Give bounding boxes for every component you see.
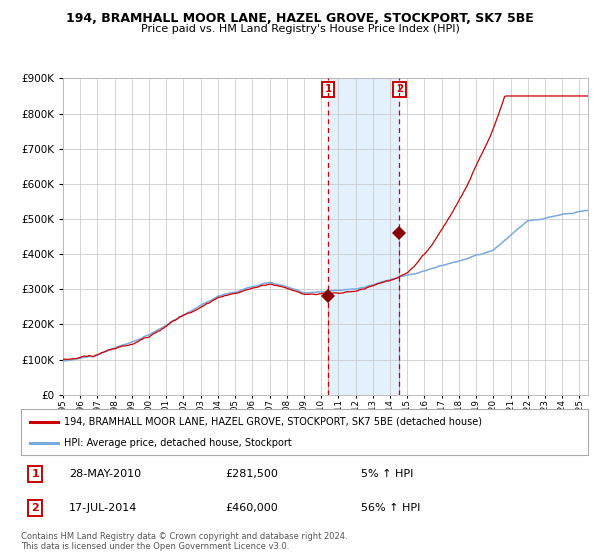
Text: £281,500: £281,500 bbox=[225, 469, 278, 479]
Text: 5% ↑ HPI: 5% ↑ HPI bbox=[361, 469, 413, 479]
Text: Contains HM Land Registry data © Crown copyright and database right 2024.
This d: Contains HM Land Registry data © Crown c… bbox=[21, 532, 347, 552]
Text: 28-MAY-2010: 28-MAY-2010 bbox=[69, 469, 142, 479]
Bar bbox=[328, 78, 400, 395]
Text: 2: 2 bbox=[31, 503, 39, 513]
Text: 194, BRAMHALL MOOR LANE, HAZEL GROVE, STOCKPORT, SK7 5BE: 194, BRAMHALL MOOR LANE, HAZEL GROVE, ST… bbox=[66, 12, 534, 25]
Text: 1: 1 bbox=[325, 85, 332, 95]
Text: 1: 1 bbox=[31, 469, 39, 479]
Text: £460,000: £460,000 bbox=[225, 503, 278, 513]
Text: Price paid vs. HM Land Registry's House Price Index (HPI): Price paid vs. HM Land Registry's House … bbox=[140, 24, 460, 34]
Text: 2: 2 bbox=[396, 85, 403, 95]
Text: 194, BRAMHALL MOOR LANE, HAZEL GROVE, STOCKPORT, SK7 5BE (detached house): 194, BRAMHALL MOOR LANE, HAZEL GROVE, ST… bbox=[64, 417, 482, 427]
Text: HPI: Average price, detached house, Stockport: HPI: Average price, detached house, Stoc… bbox=[64, 438, 291, 448]
Text: 17-JUL-2014: 17-JUL-2014 bbox=[69, 503, 137, 513]
Text: 56% ↑ HPI: 56% ↑ HPI bbox=[361, 503, 421, 513]
